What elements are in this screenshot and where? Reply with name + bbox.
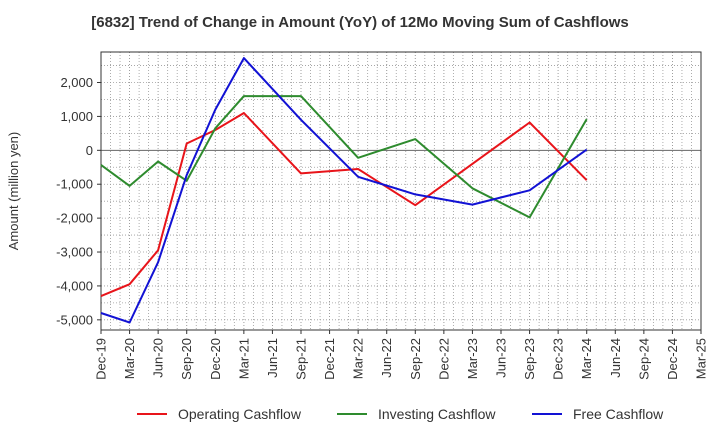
y-tick-label: 0	[86, 143, 93, 158]
y-tick-label: -2,000	[56, 211, 93, 226]
series-line-operating-cashflow	[100, 112, 588, 298]
legend-label: Investing Cashflow	[378, 406, 496, 422]
x-tick-label: Sep-24	[636, 338, 651, 380]
x-tick-label: Jun-20	[151, 338, 166, 378]
x-tick-label: Dec-19	[94, 338, 109, 380]
x-tick-label: Dec-21	[322, 338, 337, 380]
grid-lines	[100, 52, 702, 330]
y-tick-label: 2,000	[60, 75, 93, 90]
x-tick-label: Dec-22	[436, 338, 451, 380]
x-tick-label: Sep-22	[408, 338, 423, 380]
x-axis-ticks: Dec-19 Mar-20 Jun-20 Sep-20 Dec-20 Mar-21 Jun-…	[94, 330, 709, 380]
x-tick-label: Dec-23	[551, 338, 566, 380]
x-tick-label: Sep-20	[179, 338, 194, 380]
series-lines	[100, 57, 588, 324]
x-tick-label: Mar-25	[694, 338, 709, 379]
y-tick-label: -3,000	[56, 245, 93, 260]
y-tick-label: 1,000	[60, 109, 93, 124]
y-tick-label: -1,000	[56, 177, 93, 192]
x-tick-label: Jun-23	[494, 338, 509, 378]
x-tick-label: Jun-21	[265, 338, 280, 378]
y-axis-ticks: 2,000 1,000 0 -1,000 -2,000 -3,000 -4,000 -5,00…	[56, 75, 101, 327]
x-tick-label: Mar-23	[465, 338, 480, 379]
x-tick-label: Mar-24	[579, 338, 594, 379]
series-line-free-cashflow	[100, 57, 588, 324]
y-tick-label: -5,000	[56, 312, 93, 327]
x-tick-label: Dec-20	[208, 338, 223, 380]
x-tick-label: Dec-24	[665, 338, 680, 380]
legend: Operating Cashflow Investing Cashflow Free…	[137, 406, 664, 422]
x-tick-label: Mar-21	[236, 338, 251, 379]
y-tick-label: -4,000	[56, 278, 93, 293]
chart-title: [6832] Trend of Change in Amount (YoY) o…	[91, 14, 629, 31]
x-tick-label: Sep-23	[522, 338, 537, 380]
x-tick-label: Jun-22	[379, 338, 394, 378]
x-tick-label: Jun-24	[608, 338, 623, 378]
x-tick-label: Mar-22	[351, 338, 366, 379]
legend-label: Free Cashflow	[573, 406, 664, 422]
x-tick-label: Mar-20	[122, 338, 137, 379]
plot-border	[100, 51, 702, 331]
plot-frame	[100, 51, 702, 331]
y-axis-label: Amount (million yen)	[6, 132, 21, 251]
legend-label: Operating Cashflow	[178, 406, 302, 422]
series-line-investing-cashflow	[100, 95, 588, 219]
x-tick-label: Sep-21	[294, 338, 309, 380]
